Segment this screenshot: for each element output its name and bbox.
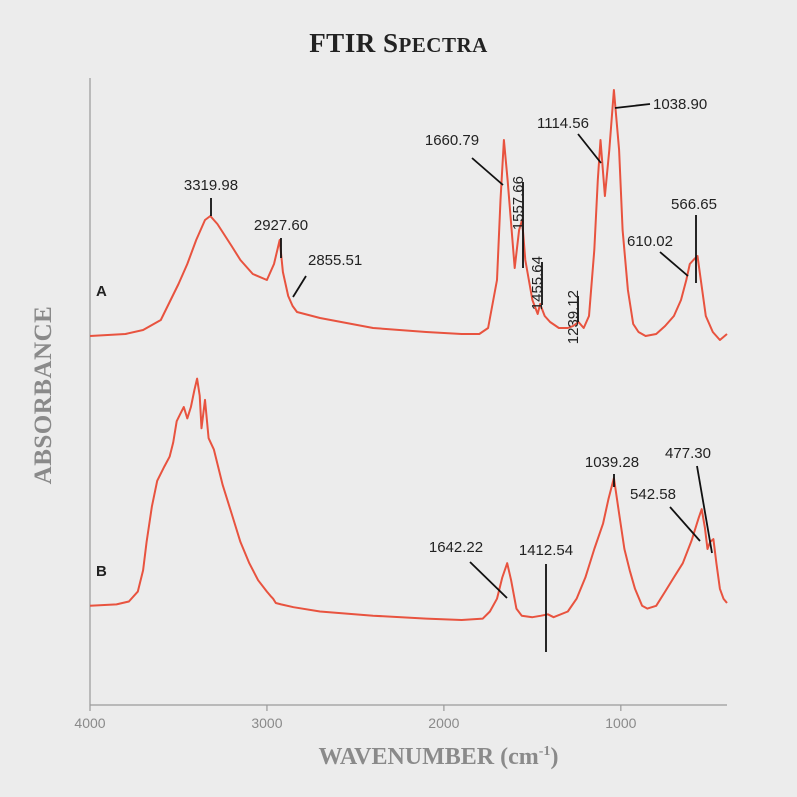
peak-leader-line — [696, 465, 713, 554]
peak-label: 477.30 — [665, 445, 711, 462]
series-label-b: B — [96, 563, 107, 580]
peak-label: 1557.66 — [510, 176, 527, 230]
chart-title: FTIR SPECTRA — [309, 28, 488, 58]
spectrum-line-a — [89, 89, 728, 341]
peak-leader-line — [292, 275, 307, 298]
peak-leader-line — [614, 103, 651, 109]
peak-label: 1239.12 — [565, 290, 582, 344]
peak-leader-line — [471, 157, 504, 186]
peak-label: 3319.98 — [184, 177, 238, 194]
peak-label: 1038.90 — [653, 96, 707, 113]
peak-label: 1455.64 — [529, 256, 546, 310]
peak-leader-line — [669, 506, 701, 542]
x-tick-label: 2000 — [428, 715, 459, 731]
x-axis-label: WAVENUMBER (cm-1) — [318, 744, 559, 770]
peak-label: 1642.22 — [429, 539, 483, 556]
peak-label: 1412.54 — [519, 542, 573, 559]
peak-label: 610.02 — [627, 233, 673, 250]
peak-label: 542.58 — [630, 486, 676, 503]
spectrum-line-b — [89, 377, 728, 621]
x-tick-label: 1000 — [605, 715, 636, 731]
peak-leader-line — [659, 251, 689, 277]
series-label-a: A — [96, 283, 107, 300]
peak-label: 1114.56 — [537, 115, 589, 132]
peak-label: 1660.79 — [425, 132, 479, 149]
y-axis-label: ABSORBANCE — [30, 305, 57, 485]
peak-label: 2855.51 — [308, 252, 362, 269]
peak-leader-line — [469, 561, 508, 599]
peak-label: 566.65 — [671, 196, 717, 213]
peak-label: 1039.28 — [585, 454, 639, 471]
peak-label: 2927.60 — [254, 217, 308, 234]
x-tick-label: 3000 — [251, 715, 282, 731]
peak-leader-line — [577, 133, 602, 164]
x-tick-label: 4000 — [74, 715, 105, 731]
